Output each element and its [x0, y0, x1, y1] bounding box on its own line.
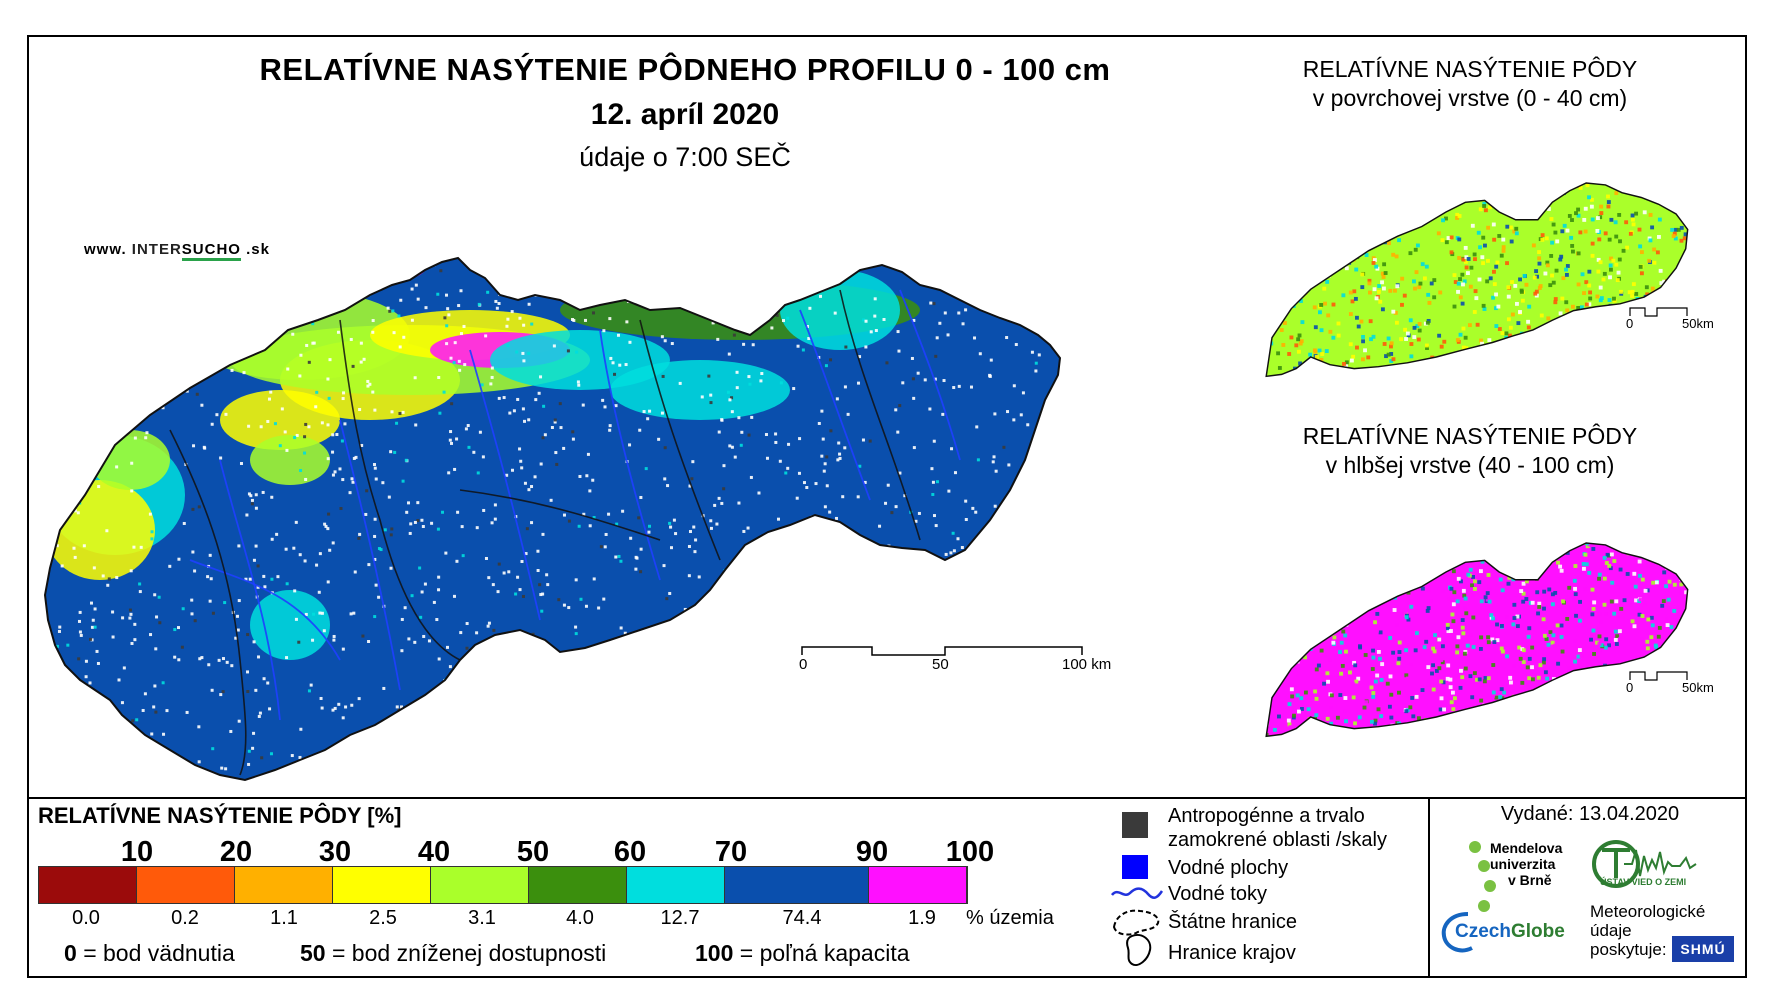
mendel-logo-text: Mendelova univerzita v Brně: [1490, 840, 1562, 888]
website-link[interactable]: www. INTERSUCHO .sk: [84, 241, 270, 261]
legend-panel: [27, 797, 1747, 978]
legend-pct-2: 1.1: [270, 907, 298, 929]
legend-pct-7: 74.4: [782, 907, 822, 929]
legend-pct-4: 3.1: [468, 907, 496, 929]
main-soil-saturation-map: [44, 257, 1061, 781]
state-border-label: Štátne hranice: [1168, 911, 1297, 933]
legend-tick-70: 70: [714, 836, 748, 868]
meteo-provider-text: Meteorologické údaje poskytuje:: [1590, 902, 1705, 959]
legend-pct-3: 2.5: [369, 907, 397, 929]
inset-top-scale-bar: [1629, 307, 1688, 317]
inset-map-surface-layer: [1265, 182, 1689, 378]
czechglobe-text-b: Globe: [1510, 921, 1565, 942]
anthropogenic-area-swatch: [1122, 812, 1148, 838]
state-border-icon: [1112, 909, 1160, 936]
legend-swatch-70-90: [725, 867, 869, 903]
uvz-logo-text: ÚSTAV VIED O ZEMI: [1600, 877, 1687, 887]
anthropogenic-label-line1: Antropogénne a trvalo: [1168, 805, 1365, 827]
legend-tick-90: 90: [855, 836, 889, 868]
meteo-line1: Meteorologické: [1590, 902, 1706, 921]
legend-title: RELATÍVNE NASÝTENIE PÔDY [%]: [38, 803, 402, 828]
czechglobe-logo-text: CzechGlobe: [1455, 921, 1565, 943]
czechglobe-text-a: Czech: [1455, 921, 1511, 942]
website-prefix: www.: [84, 241, 127, 258]
meteo-line3: poskytuje:: [1590, 940, 1667, 959]
mendel-line1: Mendelova: [1490, 840, 1563, 856]
inset-bottom-scale-bar: [1629, 671, 1688, 681]
def-0-text: = bod vädnutia: [83, 940, 235, 966]
main-scale-label-100: 100 km: [1062, 656, 1112, 673]
river-line-icon: [1111, 887, 1164, 899]
inset-map-deep-layer: [1265, 542, 1689, 738]
website-suffix: .sk: [246, 241, 270, 258]
inset-bottom-title-line2: v hlbšej vrstve (40 - 100 cm): [1325, 452, 1615, 478]
legend-pct-8: 1.9: [908, 907, 936, 929]
legend-tick-30: 30: [318, 836, 352, 868]
water-bodies-label: Vodné plochy: [1168, 857, 1289, 879]
issued-date: Vydané: 13.04.2020: [1500, 803, 1680, 825]
anthropogenic-label-line2: zamokrené oblasti /skaly: [1168, 829, 1387, 851]
region-border-label: Hranice krajov: [1168, 942, 1296, 964]
shmu-logo: SHMÚ: [1672, 936, 1734, 962]
data-time-note: údaje o 7:00 SEČ: [579, 142, 791, 172]
website-brand-b: SUCHO: [181, 241, 241, 261]
legend-swatch-10-20: [137, 867, 235, 903]
inset-bottom-title-line1: RELATÍVNE NASÝTENIE PÔDY: [1302, 423, 1638, 449]
legend-pct-6: 12.7: [660, 907, 700, 929]
inset-top-title: RELATÍVNE NASÝTENIE PÔDY v povrchovej vr…: [1230, 55, 1710, 113]
def-field-capacity: 100 = poľná kapacita: [695, 940, 910, 967]
inset-top-scale-50: 50km: [1682, 316, 1714, 331]
legend-tick-50: 50: [516, 836, 550, 868]
page-title: RELATÍVNE NASÝTENIE PÔDNEHO PROFILU 0 - …: [259, 52, 1111, 87]
def-50-num: 50: [300, 940, 326, 966]
region-border-icon: [1126, 934, 1152, 966]
map-date: 12. apríl 2020: [590, 98, 780, 131]
meteo-line2: údaje: [1590, 921, 1632, 940]
main-scale-label-0: 0: [799, 656, 808, 673]
inset-bottom-scale-50: 50km: [1682, 680, 1714, 695]
legend-swatch-50-60: [529, 867, 627, 903]
anthropogenic-label: Antropogénne a trvalo zamokrené oblasti …: [1168, 804, 1387, 852]
czechglobe-swoosh: [1441, 912, 1473, 953]
legend-pct-5: 4.0: [566, 907, 594, 929]
legend-pct-1: 0.2: [171, 907, 199, 929]
legend-swatch-40-50: [431, 867, 529, 903]
def-100-num: 100: [695, 940, 734, 966]
def-100-text: = poľná kapacita: [739, 940, 910, 966]
inset-bottom-scale-0: 0: [1626, 680, 1634, 695]
inset-top-scale-0: 0: [1626, 316, 1634, 331]
legend-divider: [1428, 797, 1430, 978]
inset-top-title-line1: RELATÍVNE NASÝTENIE PÔDY: [1302, 56, 1638, 82]
map-frame: [27, 35, 1747, 978]
def-50-text: = bod zníženej dostupnosti: [331, 940, 607, 966]
legend-color-bar: [38, 866, 968, 904]
legend-tick-60: 60: [613, 836, 647, 868]
mendel-university-logo-dots: [1469, 841, 1496, 912]
legend-tick-10: 10: [120, 836, 154, 868]
def-wilting-point: 0 = bod vädnutia: [64, 940, 235, 967]
legend-pct-unit: % územia: [966, 907, 1054, 929]
legend-swatch-90-100: [869, 867, 967, 903]
mendel-line3: v Brně: [1508, 872, 1552, 888]
def-reduced-availability: 50 = bod zníženej dostupnosti: [300, 940, 606, 967]
website-brand-a: INTER: [131, 241, 182, 258]
legend-tick-100: 100: [945, 836, 995, 868]
water-body-swatch: [1122, 855, 1148, 879]
legend-tick-20: 20: [219, 836, 253, 868]
rivers-label: Vodné toky: [1168, 883, 1267, 905]
def-0-num: 0: [64, 940, 77, 966]
legend-tick-40: 40: [417, 836, 451, 868]
mendel-line2: univerzita: [1490, 856, 1556, 872]
earth-science-institute-logo: [1592, 840, 1697, 888]
legend-swatch-30-40: [333, 867, 431, 903]
legend-pct-0: 0.0: [72, 907, 100, 929]
main-scale-bar: [801, 646, 1083, 656]
legend-swatch-20-30: [235, 867, 333, 903]
legend-swatch-0-10: [39, 867, 137, 903]
inset-top-title-line2: v povrchovej vrstve (0 - 40 cm): [1312, 85, 1628, 111]
main-scale-label-50: 50: [932, 656, 949, 673]
legend-swatch-60-70: [627, 867, 725, 903]
inset-bottom-title: RELATÍVNE NASÝTENIE PÔDY v hlbšej vrstve…: [1230, 422, 1710, 480]
